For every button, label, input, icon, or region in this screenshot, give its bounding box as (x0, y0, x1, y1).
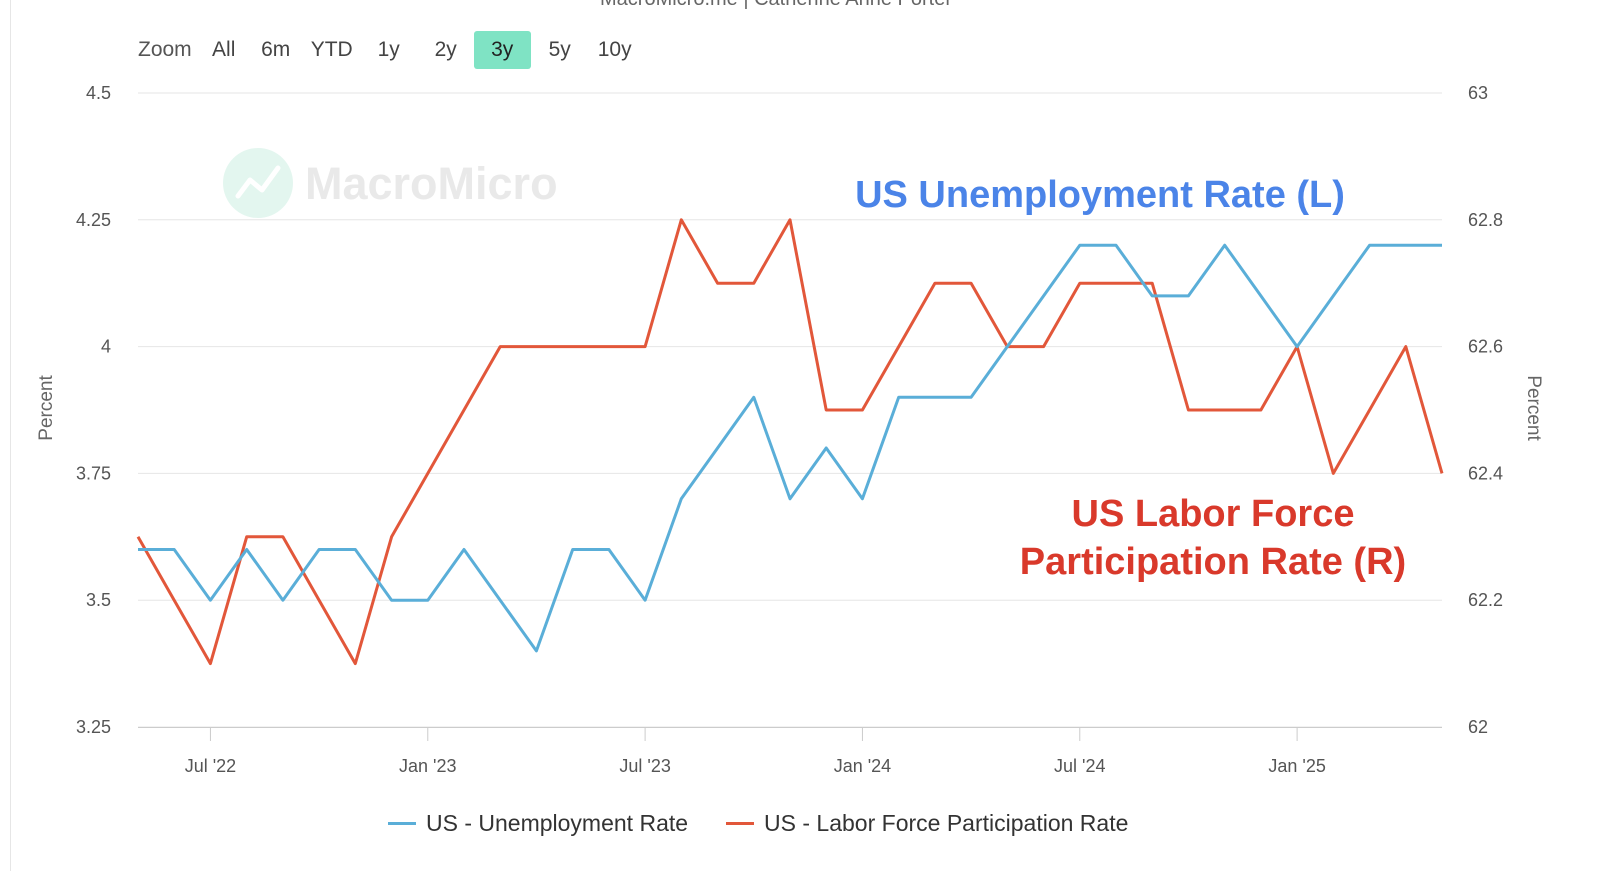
right-tick-label: 63 (1468, 83, 1488, 103)
zoom-button-3y[interactable]: 3y (473, 31, 531, 69)
x-tick-label: Jan '25 (1268, 756, 1325, 776)
watermark: MacroMicro (223, 148, 558, 218)
annotation-unemployment: US Unemployment Rate (L) (855, 174, 1345, 216)
x-tick-label: Jan '24 (834, 756, 891, 776)
right-tick-label: 62.4 (1468, 463, 1503, 483)
zoom-button-6m[interactable]: 6m (261, 38, 291, 61)
zoom-button-all[interactable]: All (212, 38, 236, 61)
legend-item-participation[interactable]: US - Labor Force Participation Rate (726, 810, 1128, 837)
right-axis-title: Percent (1523, 375, 1544, 441)
annotation-participation-line2: Participation Rate (R) (1020, 541, 1406, 583)
legend-item-unemployment[interactable]: US - Unemployment Rate (388, 810, 688, 837)
page-left-border (10, 0, 11, 871)
left-tick-label: 3.25 (76, 717, 111, 737)
annotation-participation-line1: US Labor Force (1072, 493, 1355, 535)
right-tick-label: 62.8 (1468, 210, 1503, 230)
zoom-bar: Zoom All 6m YTD 1y 2y 3y 5y 10y (128, 31, 641, 69)
left-tick-label: 4 (101, 337, 111, 357)
legend: US - Unemployment Rate US - Labor Force … (388, 810, 1166, 837)
left-axis-title: Percent (36, 375, 57, 441)
right-tick-label: 62.6 (1468, 337, 1503, 357)
zoom-button-2y[interactable]: 2y (434, 38, 457, 61)
legend-label-participation: US - Labor Force Participation Rate (764, 810, 1129, 836)
right-tick-label: 62 (1468, 717, 1488, 737)
zoom-button-10y[interactable]: 10y (597, 38, 632, 61)
series-line-unemployment-rate (138, 243, 1442, 653)
x-tick-label: Jul '22 (185, 756, 236, 776)
x-tick-label: Jul '24 (1054, 756, 1105, 776)
legend-swatch-participation (726, 822, 755, 825)
left-tick-label: 4.5 (86, 83, 111, 103)
watermark-trend-icon (235, 165, 281, 199)
right-tick-label: 62.2 (1468, 590, 1503, 610)
zoom-button-5y[interactable]: 5y (548, 38, 571, 61)
left-tick-label: 3.5 (86, 590, 111, 610)
x-tick-label: Jul '23 (619, 756, 670, 776)
legend-swatch-unemployment (388, 822, 416, 825)
series-line-participation-rate (136, 218, 1444, 666)
watermark-logo-icon (223, 148, 293, 218)
left-tick-label: 3.75 (76, 463, 111, 483)
chart-credit: MacroMicro.me | Catherine Anne Porter (600, 0, 952, 11)
left-tick-label: 4.25 (76, 210, 111, 230)
right-axis-ticks: 62 62.2 62.4 62.6 62.8 63 (1468, 83, 1503, 737)
zoom-label: Zoom (138, 38, 192, 61)
zoom-button-ytd[interactable]: YTD (310, 38, 353, 61)
x-tick-label: Jan '23 (399, 756, 456, 776)
zoom-button-1y[interactable]: 1y (377, 38, 400, 61)
legend-label-unemployment: US - Unemployment Rate (426, 810, 689, 836)
watermark-text: MacroMicro (305, 158, 558, 209)
x-axis: Jul '22 Jan '23 Jul '23 Jan '24 Jul '24 Jan '… (138, 727, 1442, 776)
left-axis-ticks: 3.25 3.5 3.75 4 4.25 4.5 (76, 83, 111, 737)
